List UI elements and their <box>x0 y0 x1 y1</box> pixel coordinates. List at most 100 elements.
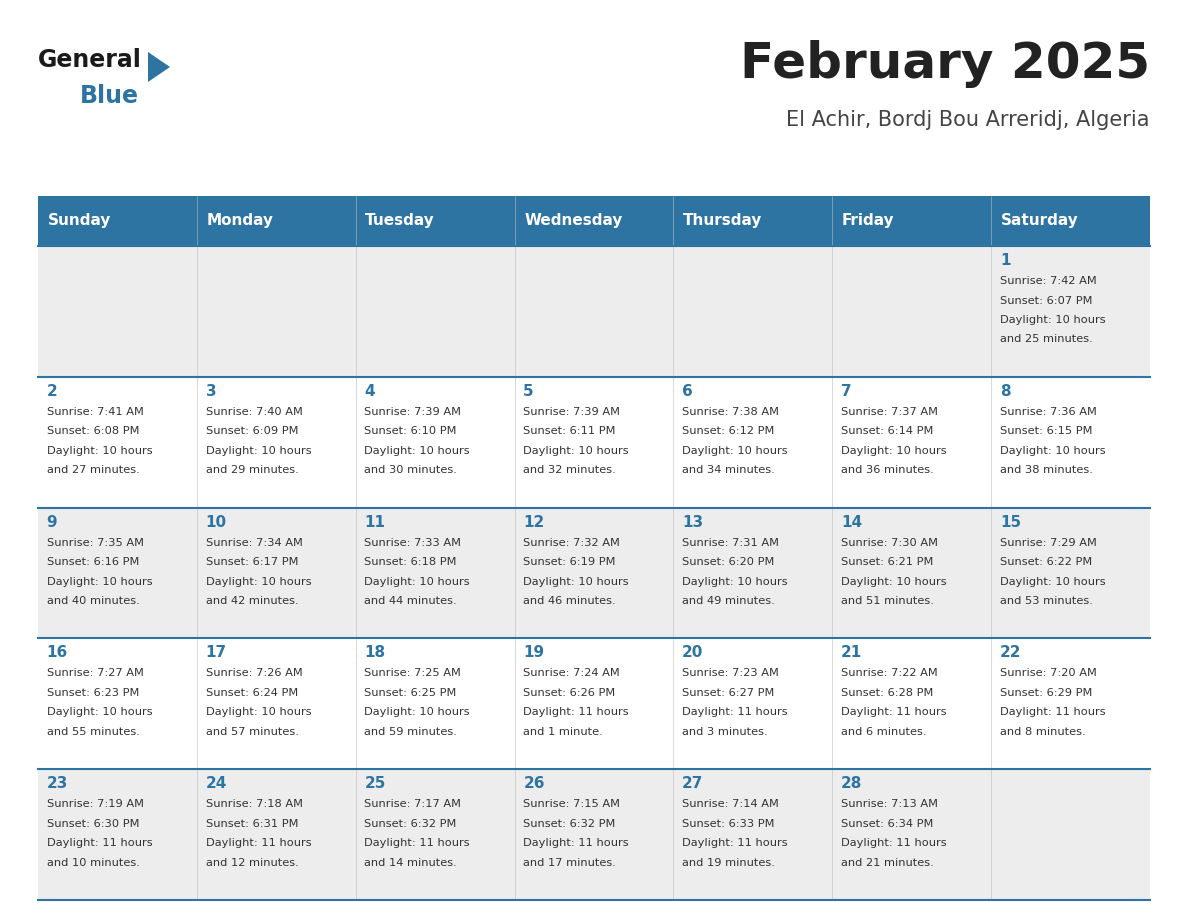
Polygon shape <box>148 52 170 82</box>
FancyBboxPatch shape <box>833 196 991 246</box>
Text: Sunset: 6:17 PM: Sunset: 6:17 PM <box>206 557 298 567</box>
Text: 5: 5 <box>523 384 533 398</box>
Text: and 29 minutes.: and 29 minutes. <box>206 465 298 476</box>
Text: 15: 15 <box>1000 515 1020 530</box>
Text: and 59 minutes.: and 59 minutes. <box>365 727 457 737</box>
Text: Sunset: 6:15 PM: Sunset: 6:15 PM <box>1000 426 1093 436</box>
Text: Daylight: 10 hours: Daylight: 10 hours <box>523 577 628 587</box>
Text: Daylight: 10 hours: Daylight: 10 hours <box>682 577 788 587</box>
Text: and 34 minutes.: and 34 minutes. <box>682 465 775 476</box>
Text: and 53 minutes.: and 53 minutes. <box>1000 596 1093 606</box>
Text: and 32 minutes.: and 32 minutes. <box>523 465 617 476</box>
Text: Sunrise: 7:39 AM: Sunrise: 7:39 AM <box>523 407 620 417</box>
Text: Sunset: 6:10 PM: Sunset: 6:10 PM <box>365 426 457 436</box>
Text: 20: 20 <box>682 645 703 660</box>
Text: Daylight: 11 hours: Daylight: 11 hours <box>841 838 947 848</box>
Text: Sunrise: 7:40 AM: Sunrise: 7:40 AM <box>206 407 303 417</box>
Text: Sunset: 6:25 PM: Sunset: 6:25 PM <box>365 688 457 698</box>
Text: Sunrise: 7:18 AM: Sunrise: 7:18 AM <box>206 800 303 809</box>
Text: and 57 minutes.: and 57 minutes. <box>206 727 298 737</box>
Text: and 55 minutes.: and 55 minutes. <box>46 727 140 737</box>
Text: Saturday: Saturday <box>1000 214 1079 229</box>
Text: Sunset: 6:30 PM: Sunset: 6:30 PM <box>46 819 139 829</box>
FancyBboxPatch shape <box>38 376 1150 508</box>
Text: Daylight: 11 hours: Daylight: 11 hours <box>682 838 788 848</box>
Text: Sunrise: 7:20 AM: Sunrise: 7:20 AM <box>1000 668 1097 678</box>
Text: Sunset: 6:31 PM: Sunset: 6:31 PM <box>206 819 298 829</box>
Text: 28: 28 <box>841 777 862 791</box>
Text: Daylight: 10 hours: Daylight: 10 hours <box>841 577 947 587</box>
Text: Sunset: 6:27 PM: Sunset: 6:27 PM <box>682 688 775 698</box>
Text: Daylight: 11 hours: Daylight: 11 hours <box>365 838 470 848</box>
Text: Daylight: 10 hours: Daylight: 10 hours <box>1000 446 1106 456</box>
Text: 11: 11 <box>365 515 385 530</box>
Text: Daylight: 10 hours: Daylight: 10 hours <box>365 577 470 587</box>
Text: Daylight: 10 hours: Daylight: 10 hours <box>841 446 947 456</box>
Text: Sunset: 6:16 PM: Sunset: 6:16 PM <box>46 557 139 567</box>
Text: Friday: Friday <box>842 214 895 229</box>
Text: 22: 22 <box>1000 645 1022 660</box>
Text: 7: 7 <box>841 384 852 398</box>
Text: 24: 24 <box>206 777 227 791</box>
Text: Sunrise: 7:32 AM: Sunrise: 7:32 AM <box>523 538 620 548</box>
Text: Sunrise: 7:38 AM: Sunrise: 7:38 AM <box>682 407 779 417</box>
Text: and 1 minute.: and 1 minute. <box>523 727 604 737</box>
Text: and 17 minutes.: and 17 minutes. <box>523 857 617 868</box>
FancyBboxPatch shape <box>38 769 1150 900</box>
Text: 12: 12 <box>523 515 544 530</box>
Text: Sunset: 6:26 PM: Sunset: 6:26 PM <box>523 688 615 698</box>
Text: 3: 3 <box>206 384 216 398</box>
Text: General: General <box>38 48 141 72</box>
Text: Daylight: 10 hours: Daylight: 10 hours <box>46 708 152 717</box>
Text: and 8 minutes.: and 8 minutes. <box>1000 727 1086 737</box>
Text: Sunset: 6:08 PM: Sunset: 6:08 PM <box>46 426 139 436</box>
Text: Sunset: 6:07 PM: Sunset: 6:07 PM <box>1000 296 1093 306</box>
FancyBboxPatch shape <box>38 246 1150 376</box>
Text: 2: 2 <box>46 384 57 398</box>
Text: Daylight: 10 hours: Daylight: 10 hours <box>1000 577 1106 587</box>
Text: and 30 minutes.: and 30 minutes. <box>365 465 457 476</box>
Text: Daylight: 11 hours: Daylight: 11 hours <box>682 708 788 717</box>
Text: Sunrise: 7:39 AM: Sunrise: 7:39 AM <box>365 407 461 417</box>
Text: Sunrise: 7:34 AM: Sunrise: 7:34 AM <box>206 538 303 548</box>
Text: Daylight: 11 hours: Daylight: 11 hours <box>523 838 628 848</box>
Text: Daylight: 11 hours: Daylight: 11 hours <box>1000 708 1106 717</box>
Text: Sunrise: 7:33 AM: Sunrise: 7:33 AM <box>365 538 461 548</box>
Text: Sunrise: 7:14 AM: Sunrise: 7:14 AM <box>682 800 779 809</box>
Text: Sunrise: 7:17 AM: Sunrise: 7:17 AM <box>365 800 461 809</box>
Text: Sunset: 6:32 PM: Sunset: 6:32 PM <box>365 819 457 829</box>
Text: 8: 8 <box>1000 384 1011 398</box>
Text: and 14 minutes.: and 14 minutes. <box>365 857 457 868</box>
Text: Sunrise: 7:26 AM: Sunrise: 7:26 AM <box>206 668 302 678</box>
Text: 25: 25 <box>365 777 386 791</box>
Text: 13: 13 <box>682 515 703 530</box>
FancyBboxPatch shape <box>197 196 355 246</box>
Text: Sunrise: 7:25 AM: Sunrise: 7:25 AM <box>365 668 461 678</box>
Text: and 6 minutes.: and 6 minutes. <box>841 727 927 737</box>
Text: Daylight: 11 hours: Daylight: 11 hours <box>46 838 152 848</box>
Text: Sunset: 6:28 PM: Sunset: 6:28 PM <box>841 688 934 698</box>
Text: Sunrise: 7:15 AM: Sunrise: 7:15 AM <box>523 800 620 809</box>
Text: Tuesday: Tuesday <box>365 214 435 229</box>
Text: Daylight: 10 hours: Daylight: 10 hours <box>365 446 470 456</box>
Text: Sunrise: 7:23 AM: Sunrise: 7:23 AM <box>682 668 779 678</box>
FancyBboxPatch shape <box>38 196 197 246</box>
Text: Sunset: 6:12 PM: Sunset: 6:12 PM <box>682 426 775 436</box>
Text: and 44 minutes.: and 44 minutes. <box>365 596 457 606</box>
Text: Daylight: 10 hours: Daylight: 10 hours <box>46 577 152 587</box>
Text: Sunrise: 7:13 AM: Sunrise: 7:13 AM <box>841 800 939 809</box>
FancyBboxPatch shape <box>991 196 1150 246</box>
Text: Sunset: 6:18 PM: Sunset: 6:18 PM <box>365 557 457 567</box>
Text: Sunrise: 7:31 AM: Sunrise: 7:31 AM <box>682 538 779 548</box>
Text: 23: 23 <box>46 777 68 791</box>
Text: and 10 minutes.: and 10 minutes. <box>46 857 140 868</box>
Text: Sunrise: 7:36 AM: Sunrise: 7:36 AM <box>1000 407 1097 417</box>
Text: and 42 minutes.: and 42 minutes. <box>206 596 298 606</box>
Text: Daylight: 10 hours: Daylight: 10 hours <box>682 446 788 456</box>
Text: and 19 minutes.: and 19 minutes. <box>682 857 775 868</box>
Text: Sunset: 6:23 PM: Sunset: 6:23 PM <box>46 688 139 698</box>
Text: February 2025: February 2025 <box>740 40 1150 88</box>
Text: Sunset: 6:19 PM: Sunset: 6:19 PM <box>523 557 615 567</box>
Text: and 27 minutes.: and 27 minutes. <box>46 465 139 476</box>
Text: Sunset: 6:29 PM: Sunset: 6:29 PM <box>1000 688 1092 698</box>
